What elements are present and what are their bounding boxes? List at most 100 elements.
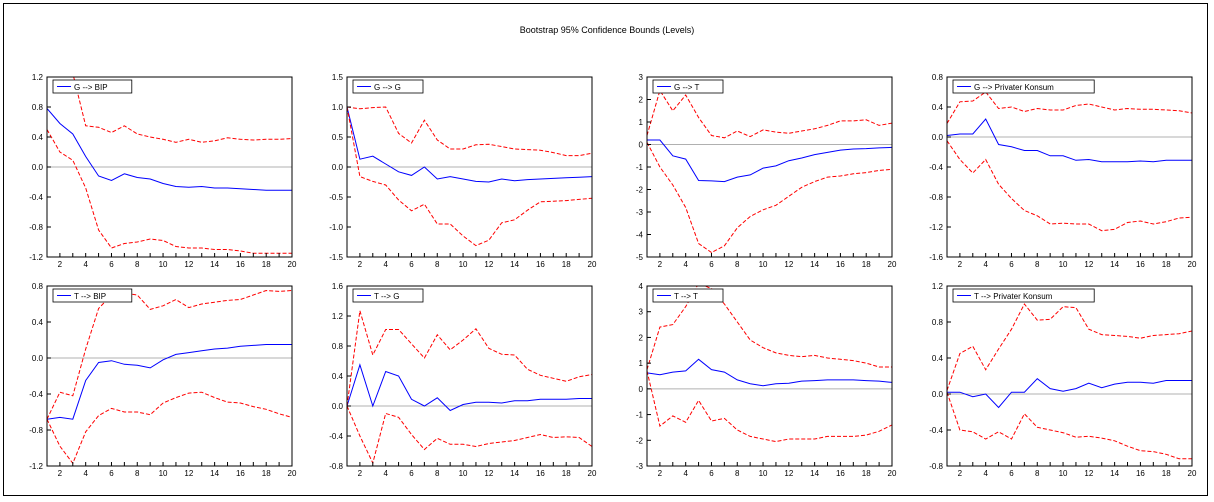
y-tick-label: 1.2 (932, 282, 944, 291)
x-tick-label: 10 (1059, 469, 1068, 478)
y-tick-label: -2 (636, 436, 644, 445)
x-tick-label: 18 (262, 469, 271, 478)
legend-box (952, 288, 1095, 303)
legend-box (52, 288, 133, 303)
legend-box (352, 79, 424, 94)
y-tick-label: 0.4 (32, 318, 44, 327)
y-tick-label: 0 (639, 385, 644, 394)
y-tick-label: 0.0 (932, 133, 944, 142)
y-tick-label: -0.4 (329, 432, 343, 441)
lower-bound-line (47, 391, 292, 465)
x-tick-label: 18 (862, 469, 871, 478)
legend-label: T --> Privater Konsum (974, 292, 1053, 301)
x-tick-label: 10 (459, 260, 468, 269)
x-tick-label: 4 (383, 260, 388, 269)
x-tick-label: 4 (683, 469, 688, 478)
x-tick-label: 18 (862, 260, 871, 269)
x-tick-label: 10 (159, 469, 168, 478)
upper-bound-line (647, 286, 892, 370)
x-tick-label: 16 (1136, 260, 1145, 269)
y-tick-label: 1.6 (332, 282, 344, 291)
y-tick-label: -1 (636, 411, 644, 420)
x-tick-label: 10 (159, 260, 168, 269)
x-tick-label: 12 (784, 260, 793, 269)
response-line (647, 358, 892, 387)
y-tick-label: -0.4 (929, 163, 943, 172)
y-tick-label: 0.4 (932, 354, 944, 363)
x-tick-label: 6 (409, 469, 414, 478)
x-tick-label: 20 (1188, 260, 1197, 269)
legend-label: T --> BIP (74, 292, 106, 301)
y-tick-label: -4 (636, 231, 644, 240)
response-line (647, 139, 892, 183)
y-tick-label: -3 (636, 462, 644, 471)
y-tick-label: 0.8 (32, 282, 44, 291)
y-tick-label: -1.2 (29, 253, 43, 262)
lower-bound-line (347, 405, 592, 465)
x-tick-label: 12 (184, 469, 193, 478)
x-tick-label: 8 (435, 260, 440, 269)
response-line (947, 118, 1192, 163)
x-tick-label: 2 (358, 260, 363, 269)
x-tick-label: 16 (236, 260, 245, 269)
x-tick-label: 12 (1084, 469, 1093, 478)
legend-label: G --> Privater Konsum (974, 83, 1054, 92)
y-tick-label: 1 (639, 359, 644, 368)
x-tick-label: 8 (435, 469, 440, 478)
panel-1: 1.2 0.8 0.4 0.0 -0.4 -0.8 -1.2 2 4 6 8 10 12 14 16 18 20… (29, 73, 297, 269)
x-tick-label: 14 (510, 469, 519, 478)
plot-border (46, 285, 293, 467)
y-tick-label: -1.5 (329, 253, 343, 262)
x-tick-label: 14 (1110, 469, 1119, 478)
x-tick-label: 14 (510, 260, 519, 269)
y-tick-label: -1.2 (929, 223, 943, 232)
x-tick-label: 14 (810, 260, 819, 269)
legend-box (652, 288, 724, 303)
y-tick-label: 4 (639, 282, 644, 291)
x-tick-label: 2 (58, 260, 63, 269)
x-tick-label: 14 (210, 469, 219, 478)
upper-bound-line (347, 106, 592, 157)
x-tick-label: 6 (109, 469, 114, 478)
x-tick-label: 2 (58, 469, 63, 478)
y-tick-label: 1 (639, 118, 644, 127)
plot-border (646, 285, 893, 467)
x-tick-label: 20 (588, 260, 597, 269)
x-tick-label: 16 (536, 260, 545, 269)
y-tick-label: -0.8 (29, 223, 43, 232)
x-tick-label: 2 (658, 469, 663, 478)
y-tick-label: -1 (636, 163, 644, 172)
x-tick-label: 20 (888, 260, 897, 269)
x-tick-label: 20 (888, 469, 897, 478)
y-tick-label: 1.2 (332, 312, 344, 321)
upper-bound-line (73, 77, 292, 143)
y-tick-label: 0.8 (932, 318, 944, 327)
lower-bound-line (647, 142, 892, 254)
x-tick-label: 18 (1162, 260, 1171, 269)
x-tick-label: 14 (810, 469, 819, 478)
x-tick-label: 18 (562, 260, 571, 269)
lower-bound-line (947, 140, 1192, 232)
y-tick-label: -0.5 (329, 193, 343, 202)
x-tick-label: 8 (1035, 469, 1040, 478)
x-tick-label: 14 (1110, 260, 1119, 269)
x-tick-label: 8 (135, 469, 140, 478)
x-tick-label: 12 (1084, 260, 1093, 269)
x-tick-label: 10 (459, 469, 468, 478)
x-tick-label: 20 (588, 469, 597, 478)
y-tick-label: -0.4 (29, 390, 43, 399)
y-tick-label: -1.2 (29, 462, 43, 471)
y-tick-label: -5 (636, 253, 644, 262)
x-tick-label: 4 (383, 469, 388, 478)
x-tick-label: 6 (109, 260, 114, 269)
x-tick-label: 16 (1136, 469, 1145, 478)
x-tick-label: 6 (709, 260, 714, 269)
y-tick-label: -0.8 (329, 462, 343, 471)
y-tick-label: 0.4 (32, 133, 44, 142)
plot-border (946, 76, 1193, 258)
legend-box (652, 79, 724, 94)
x-tick-label: 16 (536, 469, 545, 478)
x-tick-label: 12 (184, 260, 193, 269)
